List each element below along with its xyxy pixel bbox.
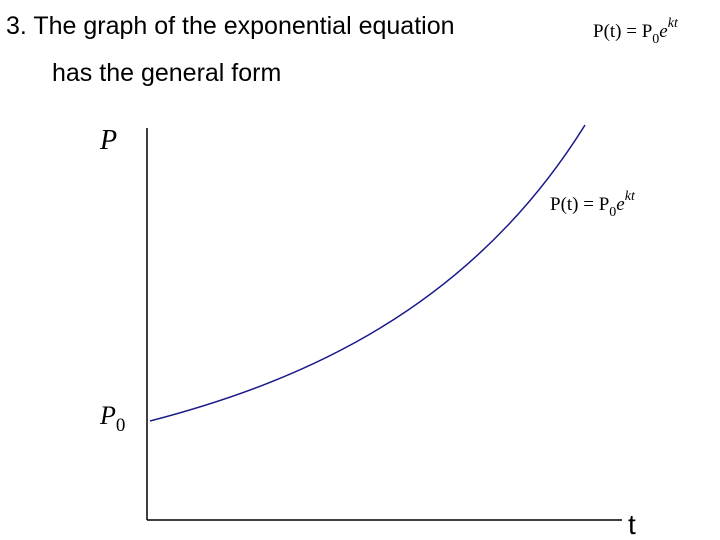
title-line: 3. The graph of the exponential equation: [6, 12, 455, 40]
intercept-main: P: [99, 401, 116, 430]
exponential-curve: [149, 124, 586, 422]
equation: P(t) = P0ekt: [593, 16, 679, 47]
intercept-label: P0: [99, 401, 125, 436]
equation-base: e: [659, 21, 667, 42]
curve-label-subscript: 0: [609, 205, 616, 220]
curve-label-lhs: P(t) = P: [550, 194, 609, 215]
intercept-subscript: 0: [116, 415, 126, 436]
equation-subscript: 0: [652, 32, 659, 47]
y-axis-label: P: [99, 125, 117, 156]
curve-label-base: e: [616, 194, 624, 215]
x-axis-label: t: [628, 509, 636, 540]
curve-label: P(t) = P0ekt: [550, 189, 636, 220]
curve-label-exponent: kt: [625, 189, 636, 204]
equation-exponent: kt: [668, 16, 679, 31]
title-line: has the general form: [52, 59, 281, 87]
equation-lhs: P(t) = P: [593, 21, 652, 42]
